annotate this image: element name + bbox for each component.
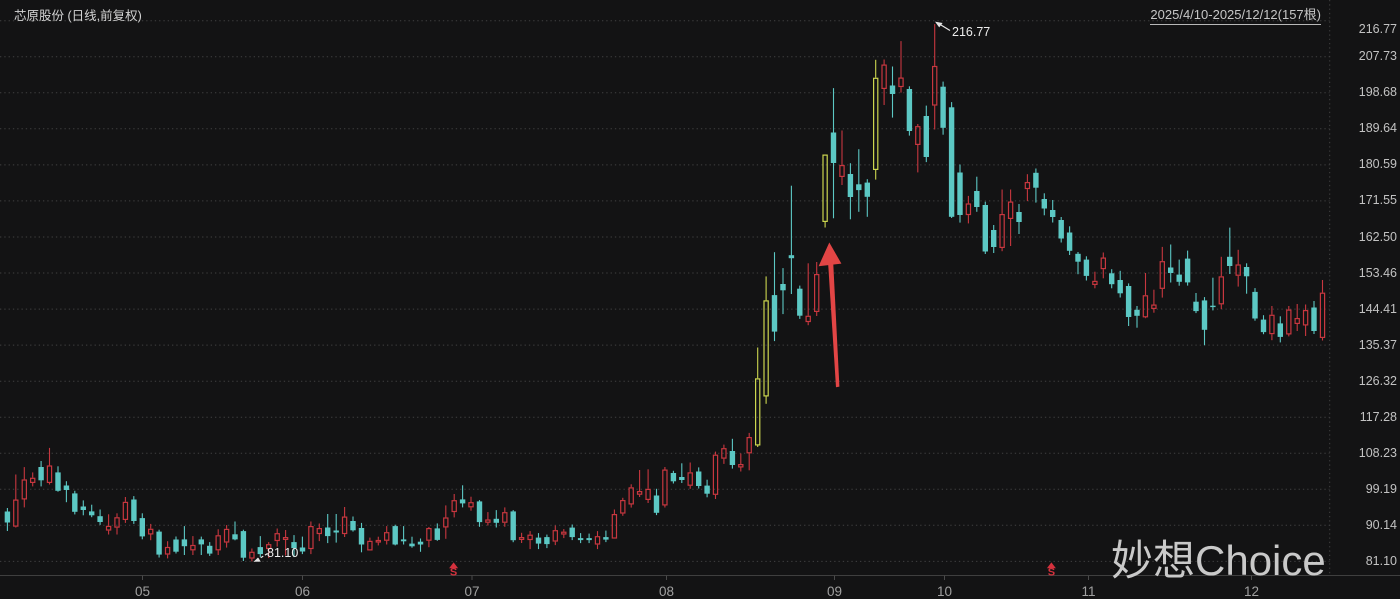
svg-text:S: S	[450, 567, 457, 579]
svg-text:S: S	[1048, 567, 1055, 579]
